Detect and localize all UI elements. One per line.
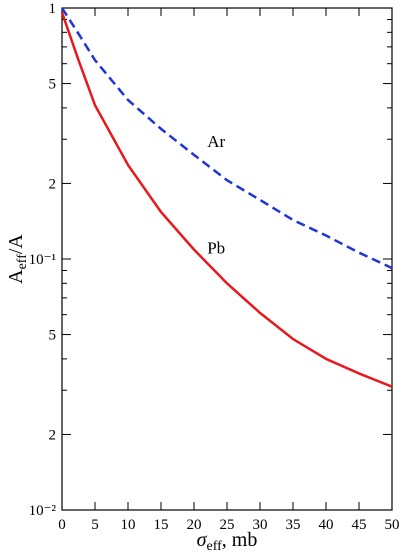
x-tick-label: 35 [286,517,301,533]
x-tick-label: 50 [385,517,400,533]
y-tick-label: 1 [49,1,57,17]
y-label-main: A [5,269,27,284]
y-label-sub: eff [15,254,30,270]
x-tick-label: 0 [58,517,66,533]
x-label-main: σ [197,529,208,551]
x-tick-label: 15 [154,517,169,533]
y-label-rest: /A [5,234,27,255]
x-tick-label: 45 [352,517,367,533]
series-label: Ar [207,132,225,151]
y-tick-label: 10⁻² [29,503,57,519]
y-tick-label: 2 [49,176,57,192]
x-label-sub: eff [207,539,223,554]
series-line [60,7,393,270]
y-tick-label: 5 [49,77,57,93]
y-tick-label: 2 [49,427,57,443]
series-line [60,12,393,388]
y-tick-label: 5 [49,328,57,344]
x-tick-label: 20 [187,517,202,533]
x-tick-label: 40 [319,517,334,533]
plot-frame [61,7,393,511]
x-tick-label: 25 [220,517,235,533]
x-label-rest: , mb [222,529,258,551]
x-axis-label: σeff, mb [197,529,258,554]
y-tick-label: 10⁻¹ [29,252,56,268]
x-tick-label: 30 [253,517,268,533]
y-axis-label: Aeff/A [5,234,30,284]
series-label: Pb [207,239,225,258]
x-tick-label: 5 [91,517,99,533]
x-tick-label: 10 [121,517,136,533]
